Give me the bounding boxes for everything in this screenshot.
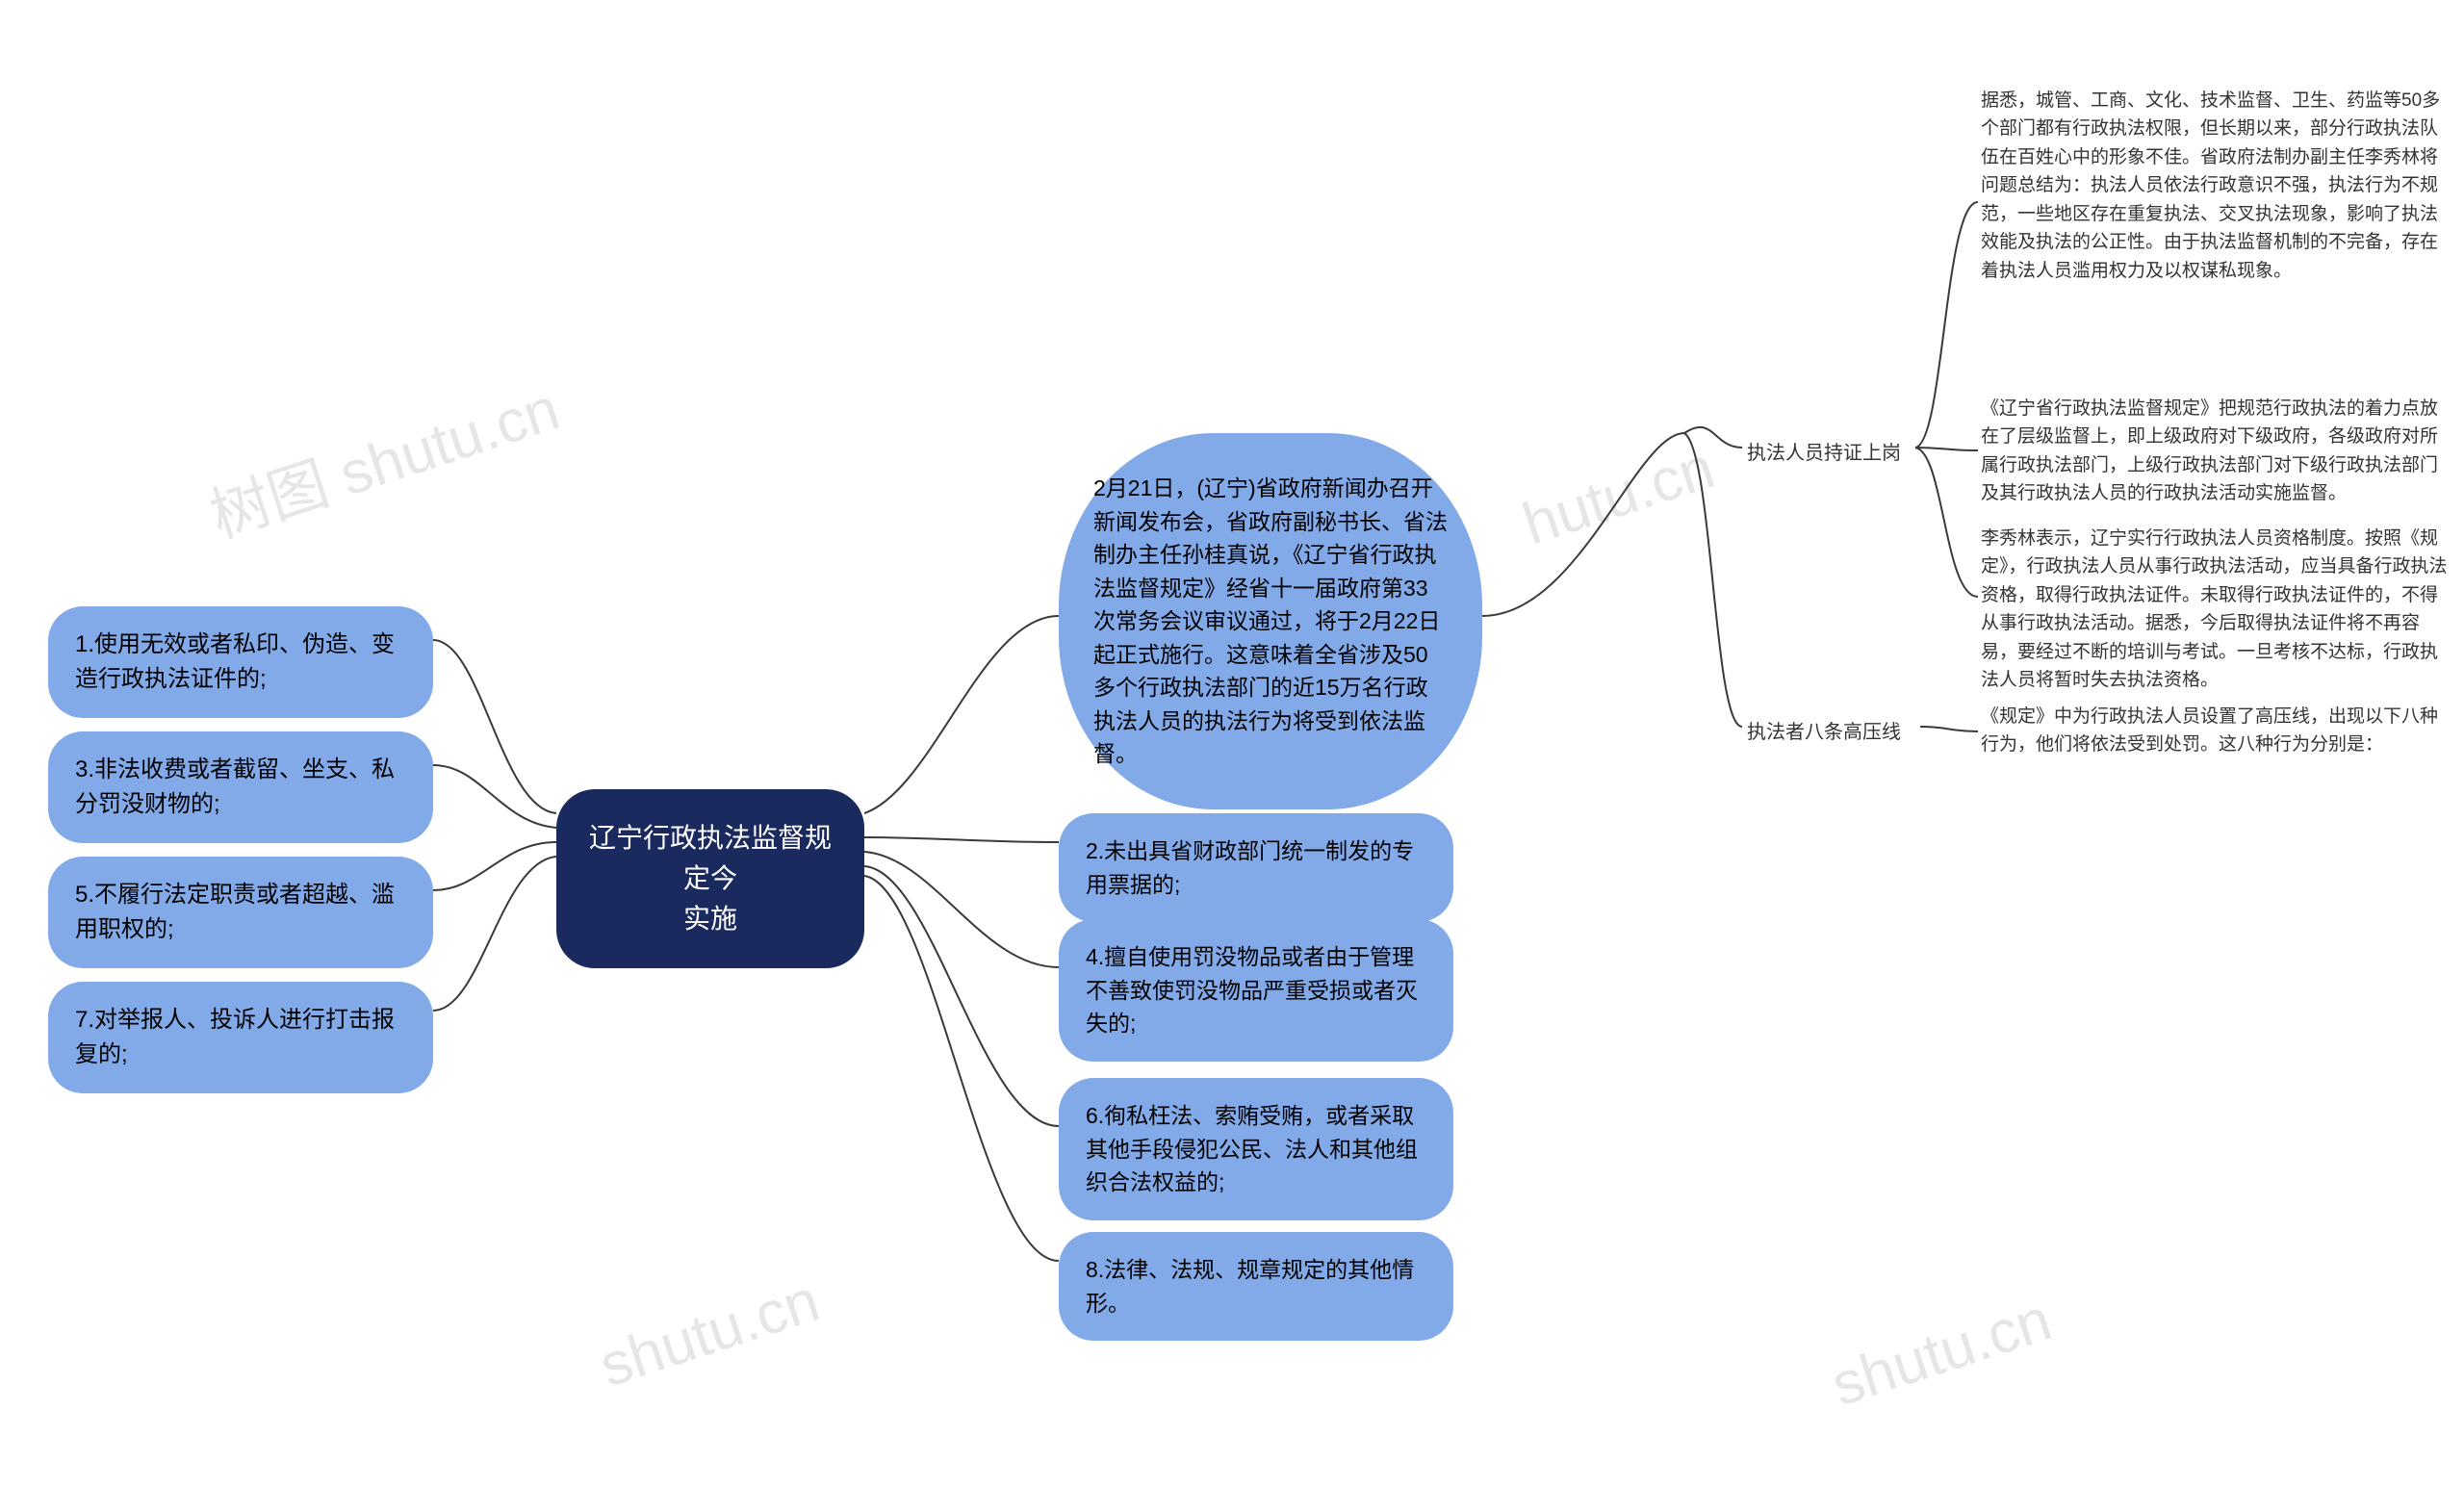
left-node-5: 5.不履行法定职责或者超越、滥用职权的; <box>48 857 433 968</box>
watermark: shutu.cn <box>1824 1286 2060 1421</box>
detail-para-4: 《规定》中为行政执法人员设置了高压线，出现以下八种行为，他们将依法受到处罚。这八… <box>1981 703 2452 759</box>
detail-para-2: 《辽宁省行政执法监督规定》把规范行政执法的着力点放在了层级监督上，即上级政府对下… <box>1981 395 2452 508</box>
root-node: 辽宁行政执法监督规定今实施 <box>556 789 864 968</box>
watermark: hutu.cn <box>1515 433 1722 558</box>
right-node-6: 6.徇私枉法、索贿受贿，或者采取其他手段侵犯公民、法人和其他组织合法权益的; <box>1059 1078 1453 1220</box>
right-node-2: 2.未出具省财政部门统一制发的专用票据的; <box>1059 813 1453 922</box>
sublabel-cert: 执法人员持证上岗 <box>1747 437 1901 465</box>
left-node-3: 3.非法收费或者截留、坐支、私分罚没财物的; <box>48 731 433 843</box>
left-node-1: 1.使用无效或者私印、伪造、变造行政执法证件的; <box>48 606 433 718</box>
right-node-8: 8.法律、法规、规章规定的其他情形。 <box>1059 1232 1453 1341</box>
detail-para-3: 李秀林表示，辽宁实行行政执法人员资格制度。按照《规定》，行政执法人员从事行政执法… <box>1981 525 2452 695</box>
right-node-4: 4.擅自使用罚没物品或者由于管理不善致使罚没物品严重受损或者灭失的; <box>1059 919 1453 1062</box>
watermark: shutu.cn <box>592 1267 828 1401</box>
detail-para-1: 据悉，城管、工商、文化、技术监督、卫生、药监等50多个部门都有行政执法权限，但长… <box>1981 87 2452 285</box>
left-node-7: 7.对举报人、投诉人进行打击报复的; <box>48 982 433 1093</box>
watermark: 树图 shutu.cn <box>197 360 568 554</box>
sublabel-highvoltage: 执法者八条高压线 <box>1747 716 1901 744</box>
intro-node: 2月21日，(辽宁)省政府新闻办召开新闻发布会，省政府副秘书长、省法制办主任孙桂… <box>1059 433 1482 809</box>
